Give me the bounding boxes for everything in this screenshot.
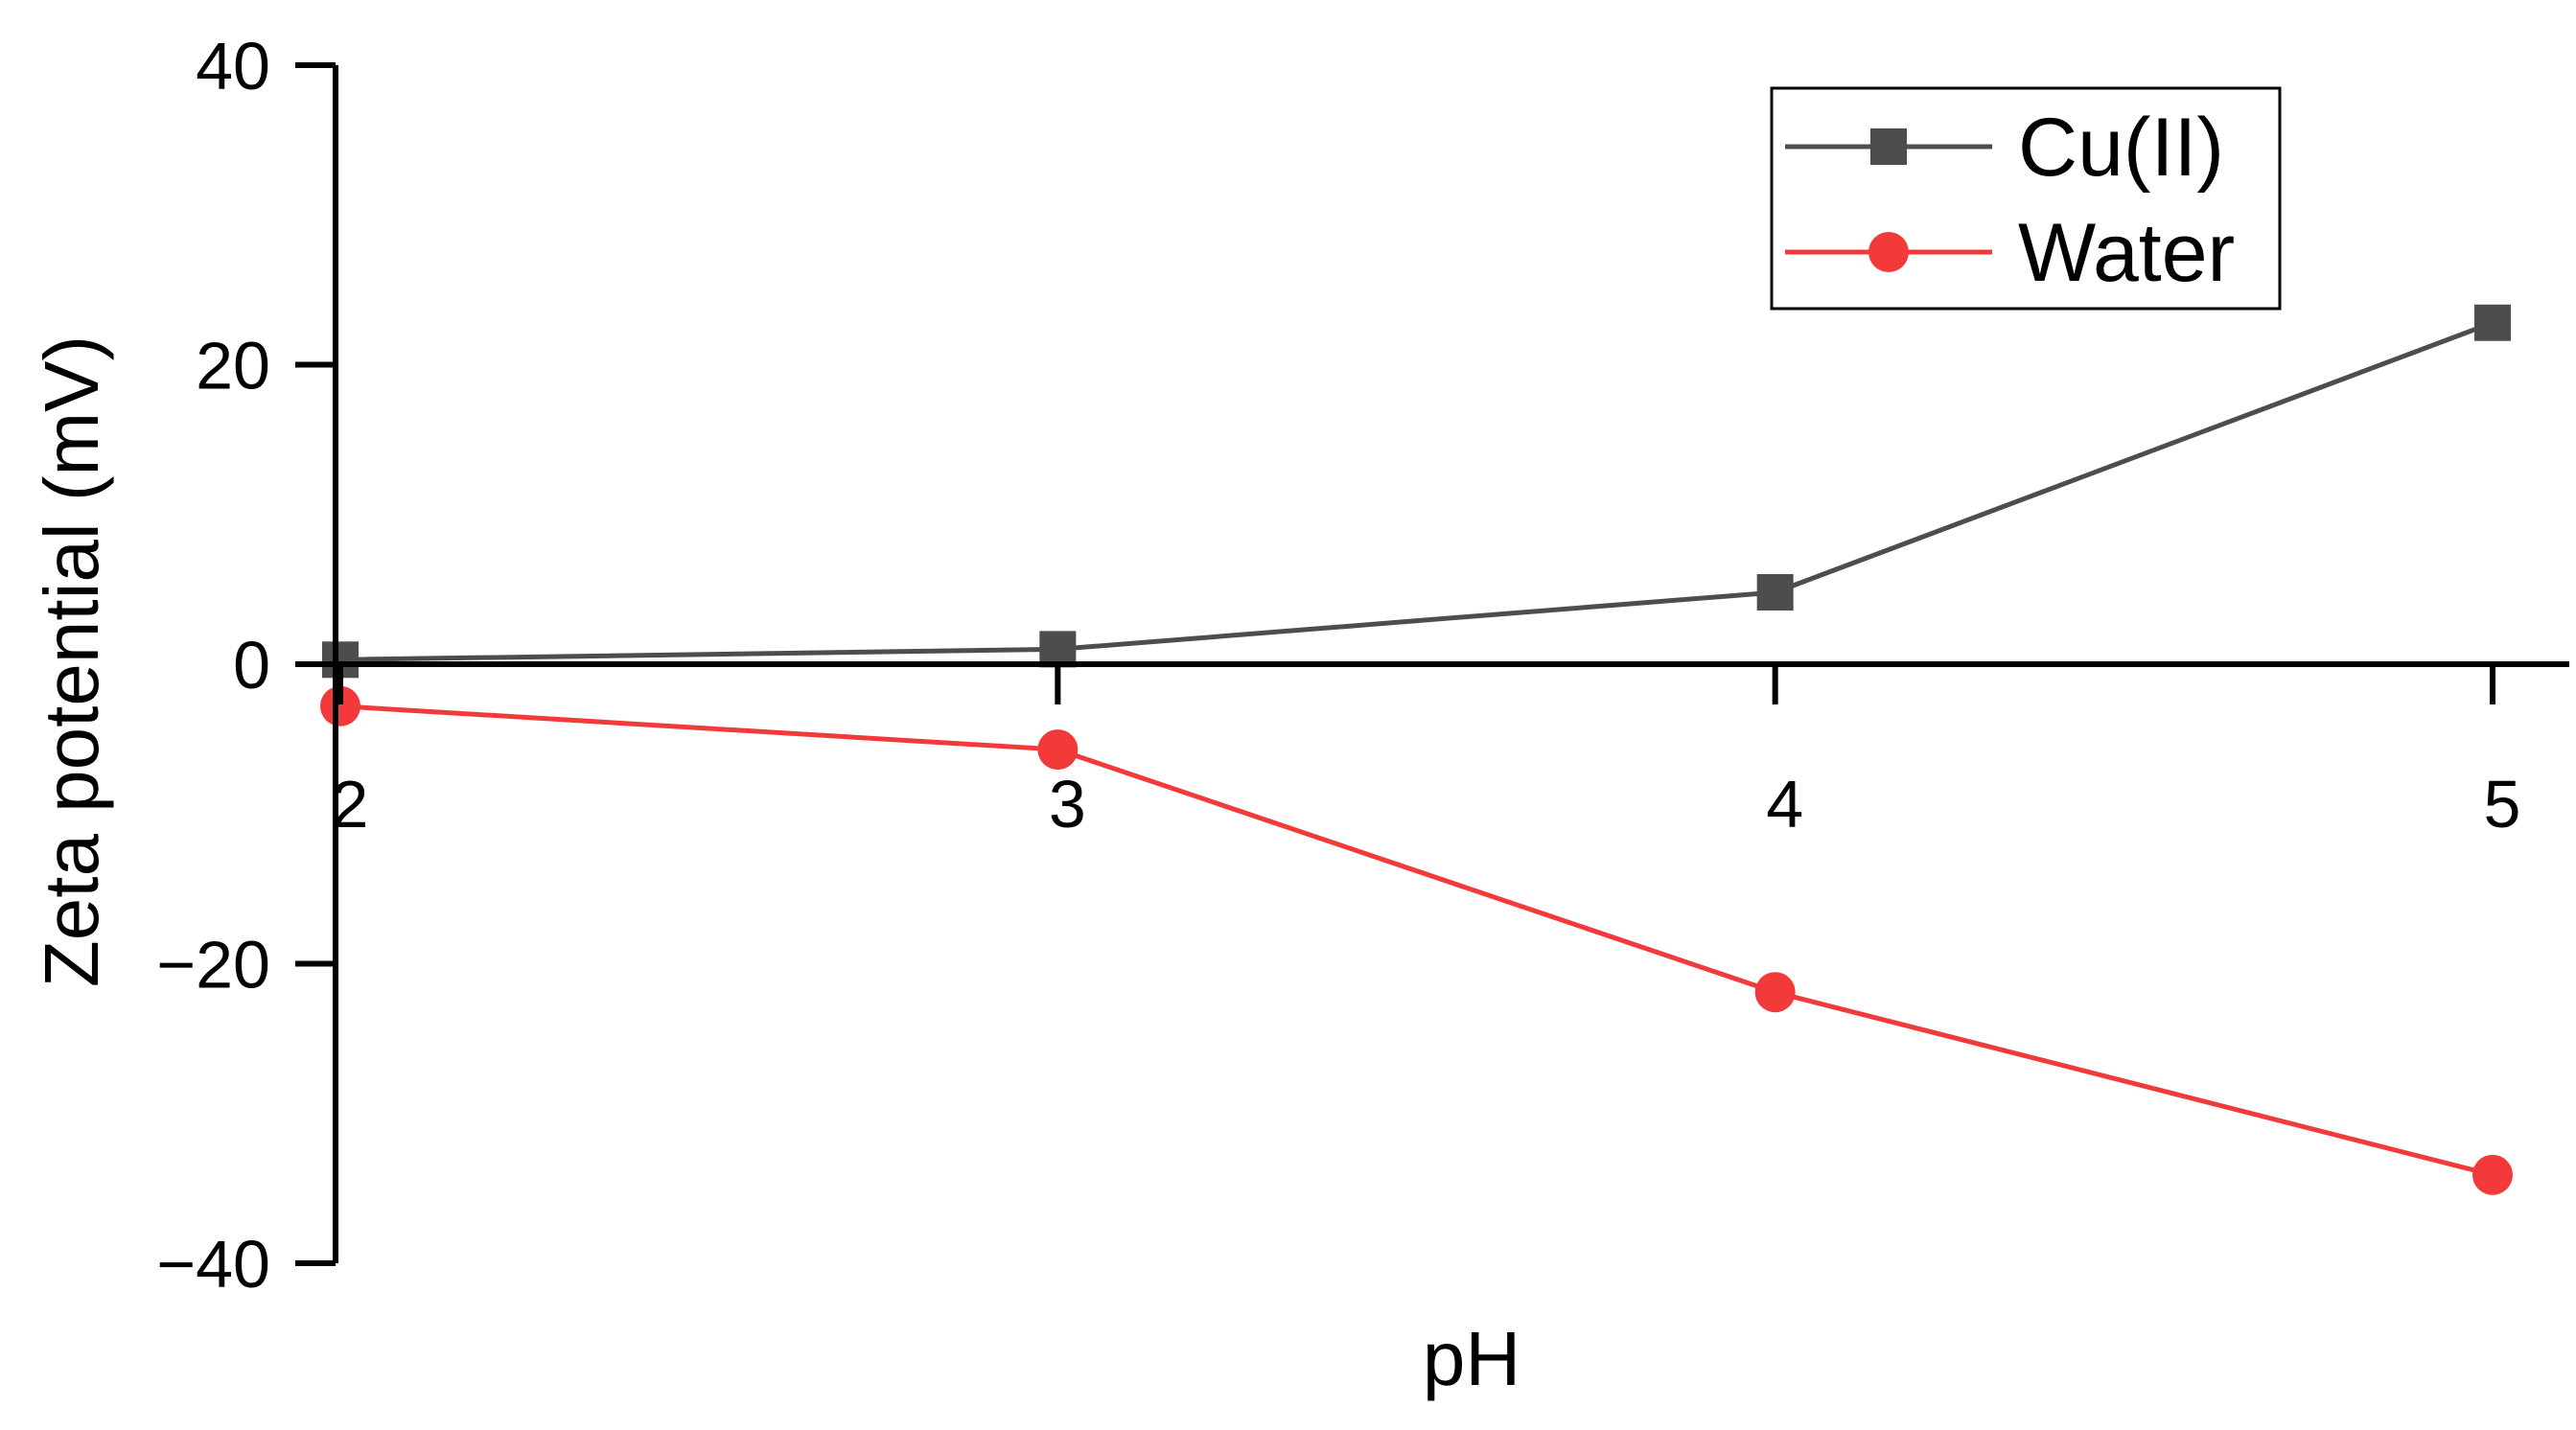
legend-box	[1770, 86, 2282, 311]
data-point	[2474, 304, 2511, 341]
y-tick-label: 20	[196, 329, 270, 404]
series-line	[339, 703, 2494, 1178]
legend-marker	[1870, 128, 1907, 165]
legend-label: Water	[2018, 207, 2235, 299]
legend-label: Cu(II)	[2018, 102, 2224, 194]
data-point	[1754, 972, 1796, 1013]
series-line	[339, 320, 2494, 662]
y-tick-label: −40	[156, 1227, 270, 1302]
x-axis-title: pH	[1423, 1316, 1520, 1401]
x-tick-label: 4	[1766, 767, 1803, 842]
data-point	[1756, 574, 1794, 611]
data-point	[1037, 729, 1079, 771]
legend-marker	[1868, 232, 1909, 272]
y-tick-label: 0	[233, 628, 270, 703]
x-tick-label: 5	[2484, 767, 2521, 842]
y-axis-title: Zeta potential (mV)	[29, 335, 114, 987]
legend-item: Water	[1785, 207, 2235, 299]
x-tick-label: 2	[332, 767, 369, 842]
axes-layer: −40 −20 0 20 40 2 3 4 5	[156, 29, 2569, 1302]
y-tick-label: 40	[196, 29, 270, 104]
data-point	[2472, 1154, 2513, 1195]
legend-item: Cu(II)	[1785, 102, 2224, 194]
series-layer	[320, 304, 2513, 1195]
series-cu-ii	[322, 304, 2511, 679]
y-tick-label: −20	[156, 928, 270, 1003]
legend: Cu(II) Water	[1770, 86, 2282, 311]
data-point	[320, 685, 360, 727]
x-tick-label: 3	[1049, 767, 1086, 842]
series-water	[320, 685, 2513, 1195]
